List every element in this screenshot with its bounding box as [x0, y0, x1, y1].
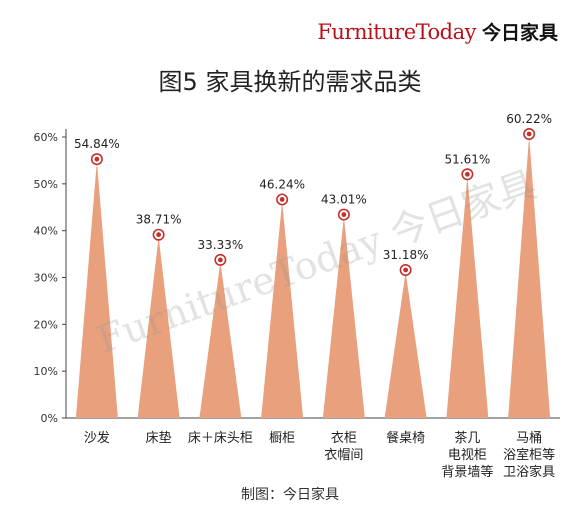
data-label: 54.84% [74, 137, 120, 151]
chart-bar [384, 271, 427, 418]
chart-bar [199, 261, 242, 418]
brand-logo-text: FurnitureToday [317, 20, 476, 44]
brand-logo-cn: 今日家具 [481, 22, 558, 44]
x-tick-label: 床垫 [146, 430, 172, 446]
x-tick-label: 橱柜 [269, 431, 295, 446]
bar-marker-dot [217, 257, 223, 263]
data-label: 43.01% [321, 193, 367, 207]
x-tick-label: 背景墙等 [441, 464, 493, 480]
x-tick-label: 浴室柜等 [503, 447, 555, 463]
chart-bar [261, 201, 304, 418]
y-tick-label: 50% [34, 178, 58, 191]
bar-marker-dot [464, 171, 470, 177]
chart-bar [137, 236, 180, 418]
x-tick-label: 餐桌椅 [386, 430, 425, 446]
chart-bar [75, 161, 118, 418]
x-tick-label: 卫浴家具 [503, 464, 555, 480]
chart-bar [322, 216, 365, 418]
data-label: 46.24% [259, 177, 305, 191]
data-label: 33.33% [197, 238, 243, 252]
y-tick-label: 0% [41, 412, 58, 425]
chart-bar [508, 135, 551, 418]
bar-marker-dot [156, 232, 162, 238]
x-tick-label: 茶几 [454, 430, 480, 446]
bar-marker-dot [279, 197, 285, 202]
y-tick-label: 10% [34, 365, 58, 378]
y-tick-label: 40% [34, 225, 58, 238]
data-label: 38.71% [136, 213, 182, 227]
source-note: 制图：今日家具 [241, 487, 339, 503]
bar-marker-dot [526, 131, 532, 137]
chart-title: 图5 家具换新的需求品类 [158, 68, 422, 96]
bar-marker-dot [94, 156, 100, 162]
x-tick-label: 衣帽间 [324, 447, 363, 463]
x-tick-label: 马桶 [516, 431, 542, 446]
y-tick-label: 60% [34, 131, 58, 144]
data-label: 60.22% [506, 112, 552, 126]
x-tick-label: 沙发 [84, 430, 110, 446]
data-label: 51.61% [444, 152, 490, 166]
bars [75, 135, 551, 418]
y-tick-label: 20% [34, 318, 58, 331]
markers [90, 127, 536, 276]
data-label: 31.18% [383, 248, 429, 262]
bar-marker-dot [341, 212, 347, 217]
value-labels: 54.84% 38.71% 33.33% 46.24% 43.01% 31.18% 51.6… [74, 112, 552, 262]
bar-marker-dot [403, 267, 409, 273]
brand-logo: FurnitureToday 今日家具 [317, 18, 558, 45]
x-tick-label: 电视柜 [448, 448, 487, 463]
x-tick-label: 衣柜 [331, 430, 357, 446]
x-tick-label: 床＋床头柜 [188, 431, 253, 446]
y-tick-label: 30% [34, 272, 58, 285]
chart-bar [446, 176, 489, 418]
